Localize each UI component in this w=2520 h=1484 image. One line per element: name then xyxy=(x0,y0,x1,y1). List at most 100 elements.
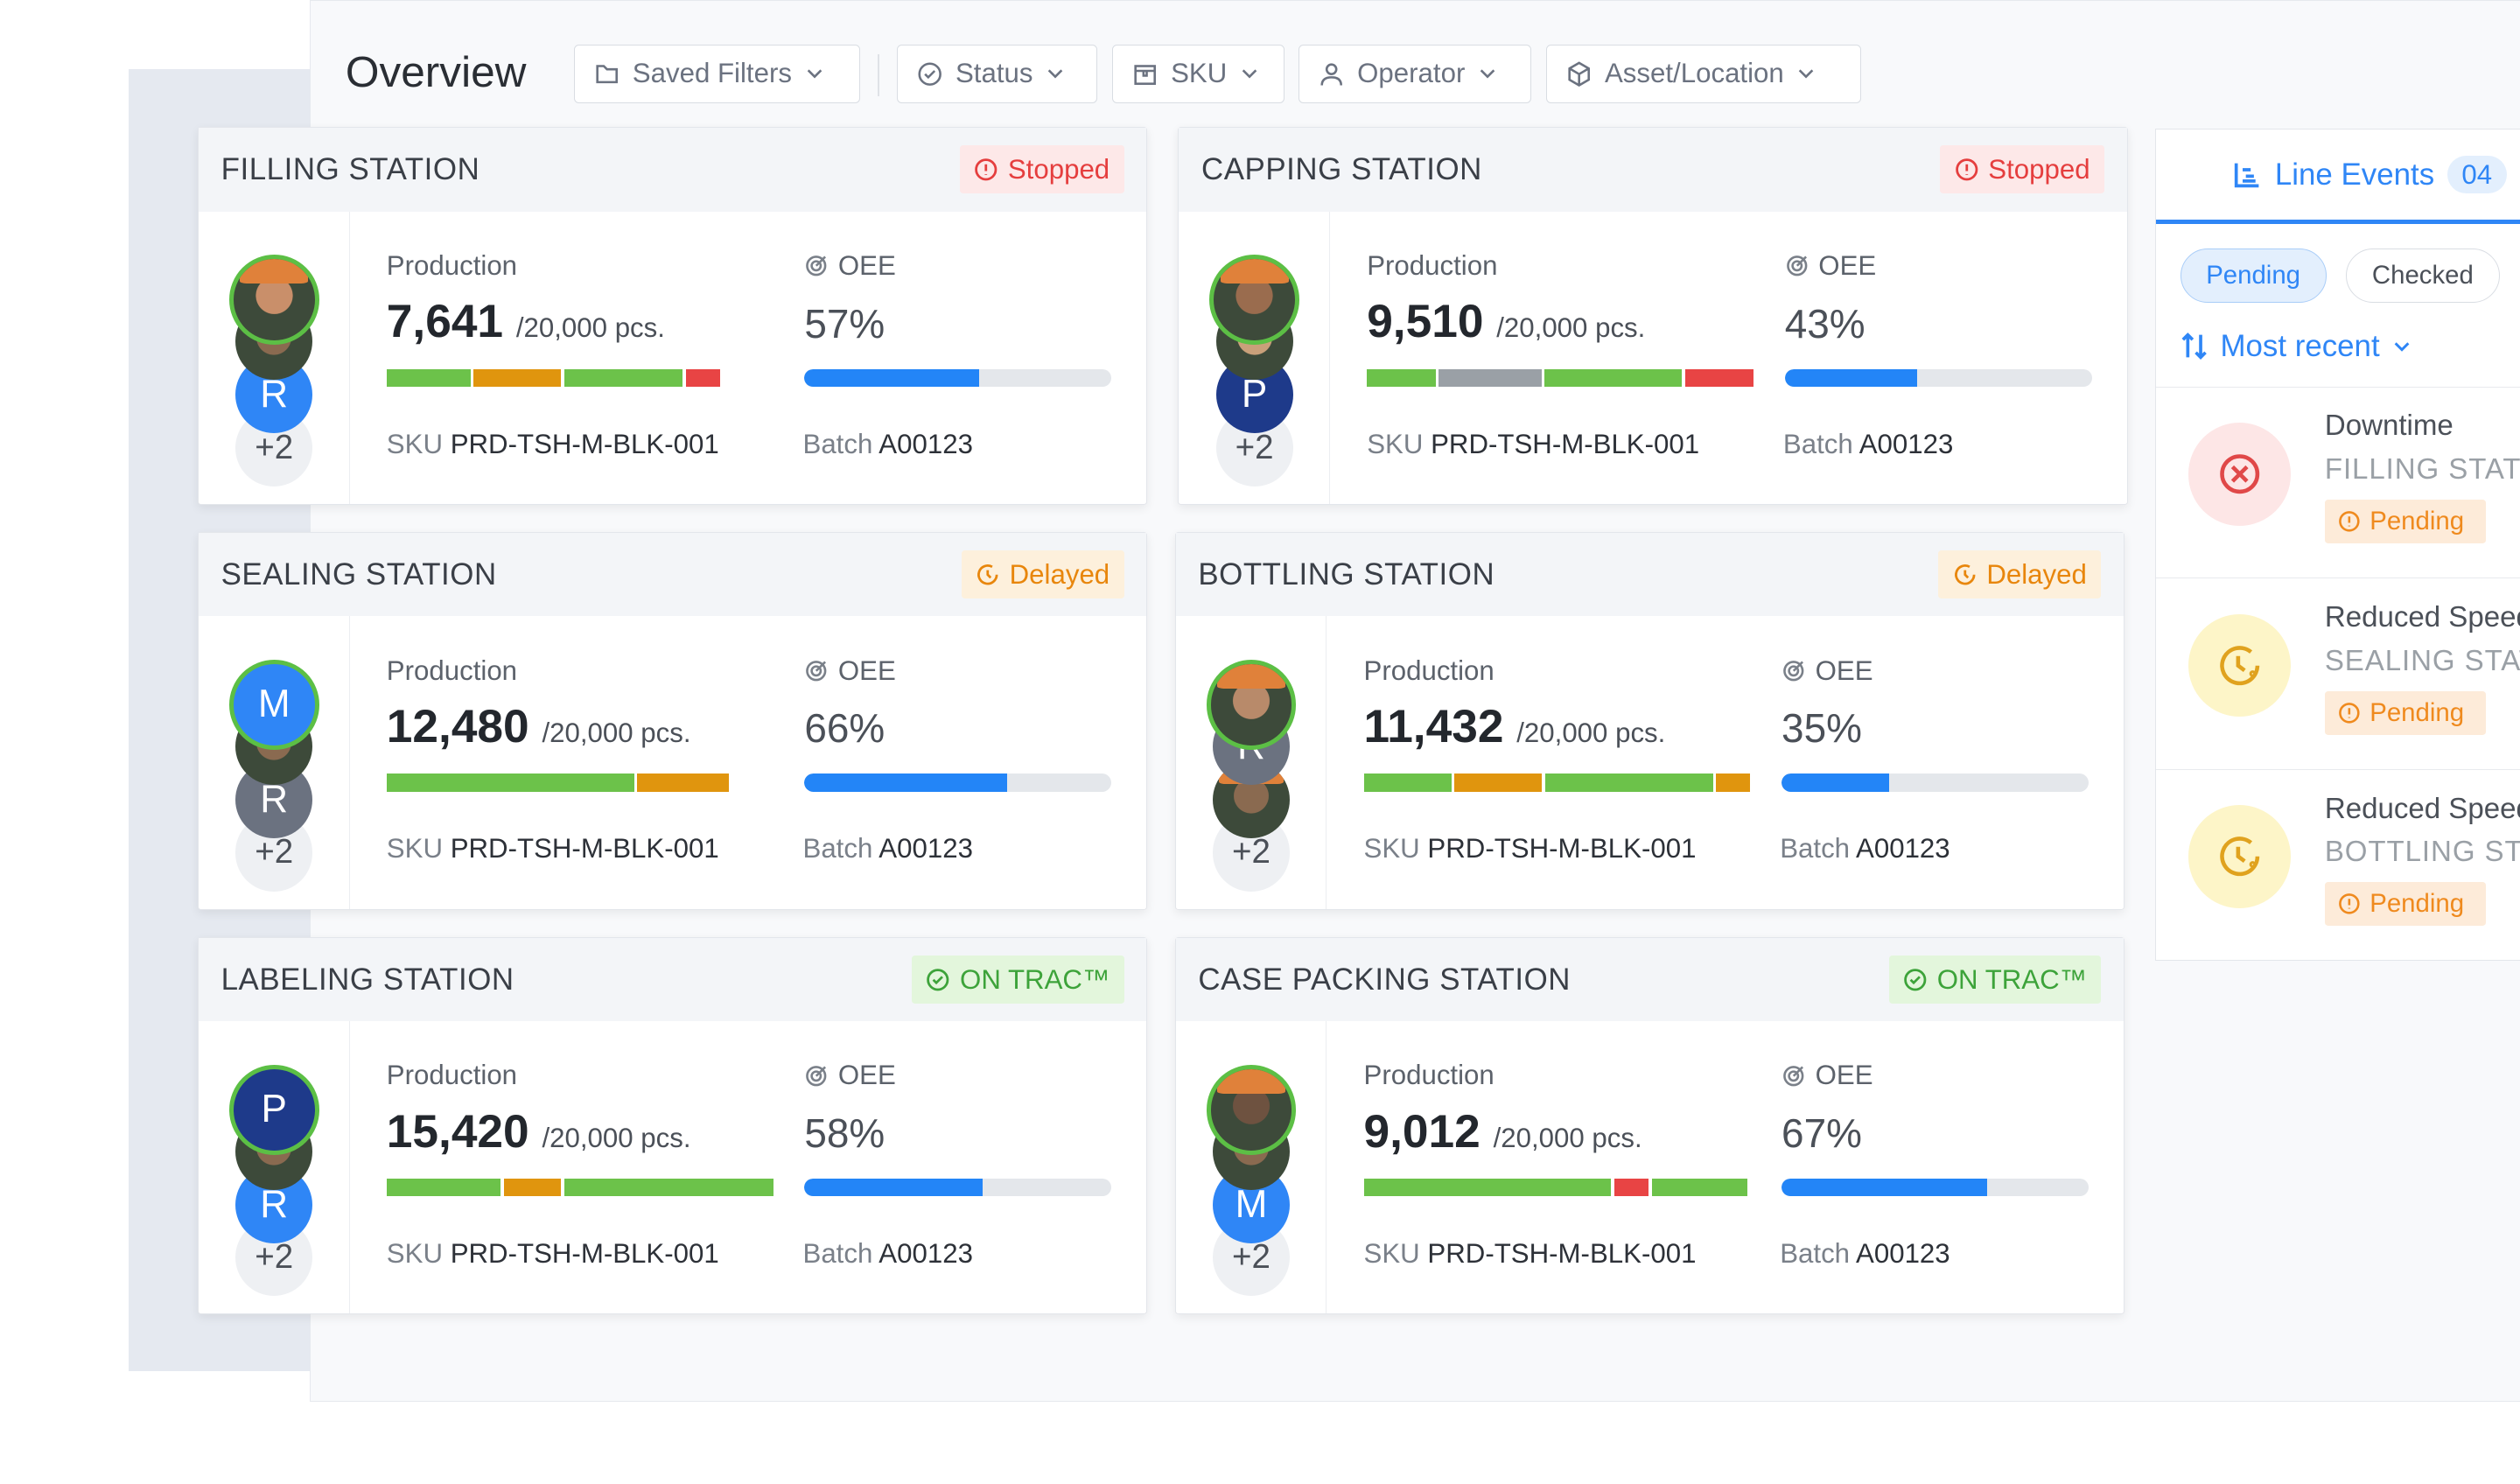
oee-progress-fill xyxy=(1782,774,1889,792)
filter-checked[interactable]: Checked xyxy=(2345,248,2501,304)
filter-label: Asset/Location xyxy=(1604,58,1784,89)
filter-sku[interactable]: SKU xyxy=(1111,45,1284,103)
production-bar xyxy=(386,368,720,387)
production-value: 9,510 /20,000 pcs. xyxy=(1367,296,1646,348)
filter-asset-location[interactable]: Asset/Location xyxy=(1545,45,1861,103)
oee-value: 43% xyxy=(1784,300,1866,346)
tab-line-events[interactable]: Line Events 04 xyxy=(2156,130,2520,225)
production-label: Production xyxy=(386,1060,518,1091)
operator-photo-avatar[interactable] xyxy=(1209,255,1300,346)
sku-value: PRD-TSH-M-BLK-001 xyxy=(450,1238,719,1270)
divider xyxy=(877,54,879,97)
batch-info: Batch A00123 xyxy=(802,833,973,864)
production-segment-green xyxy=(1651,1179,1747,1197)
filter-saved-filters[interactable]: Saved Filters xyxy=(573,45,860,103)
production-segment-green xyxy=(1363,774,1452,792)
batch-value: A00123 xyxy=(878,1238,973,1270)
production-segment-red xyxy=(1614,1179,1649,1197)
production-value: 11,432 /20,000 pcs. xyxy=(1363,700,1666,752)
station-card[interactable]: FILLING STATION Stopped R +2 Production 7… xyxy=(197,127,1148,505)
production-bar xyxy=(386,1179,774,1197)
status-badge: Delayed xyxy=(961,550,1124,599)
production-segment-green xyxy=(386,774,634,792)
chevron-down-icon xyxy=(1242,69,1257,79)
production-segment-orange xyxy=(473,368,562,387)
filter-operator[interactable]: Operator xyxy=(1298,45,1532,103)
card-header: BOTTLING STATION Delayed xyxy=(1175,532,2124,617)
card-header: LABELING STATION ON TRAC™ xyxy=(198,937,1147,1022)
oee-label: OEE xyxy=(804,655,896,687)
oee-progress xyxy=(1782,1179,2089,1197)
event-item[interactable]: Downtime FILLING STATION Pending xyxy=(2156,386,2520,578)
production-segment-red xyxy=(685,368,720,387)
production-value: 9,012 /20,000 pcs. xyxy=(1363,1105,1642,1158)
event-station: FILLING STATION xyxy=(2324,453,2520,486)
oee-value: 66% xyxy=(804,705,886,752)
production-segment-green xyxy=(386,368,471,387)
event-item[interactable]: Reduced Speed BOTTLING STATION Pending xyxy=(2156,768,2520,961)
production-target: /20,000 pcs. xyxy=(542,1122,691,1153)
batch-value: A00123 xyxy=(1856,833,1950,864)
production-label: Production xyxy=(1363,654,1494,686)
operator-photo-avatar[interactable] xyxy=(1206,660,1297,750)
operator-avatar[interactable]: P xyxy=(228,1064,319,1155)
event-item[interactable]: Reduced Speed SEALING STATION Pending xyxy=(2156,578,2520,769)
card-header: SEALING STATION Delayed xyxy=(198,532,1147,617)
event-status-badge: Pending xyxy=(2324,500,2486,543)
event-icon-circle xyxy=(2188,805,2292,908)
operators-column: M +2 xyxy=(1176,1021,1327,1314)
sku-value: PRD-TSH-M-BLK-001 xyxy=(450,833,719,864)
status-badge: Stopped xyxy=(959,145,1124,194)
status-label: ON TRAC™ xyxy=(960,963,1110,995)
oee-value: 67% xyxy=(1782,1110,1862,1157)
cube-icon xyxy=(1566,61,1592,87)
operators-column: R+2 xyxy=(199,211,350,504)
sort-label: Most recent xyxy=(2220,328,2380,363)
station-card[interactable]: CASE PACKING STATION ON TRAC™ M +2 Produc… xyxy=(1174,936,2125,1315)
operator-photo-avatar[interactable] xyxy=(228,255,319,346)
check-circle-icon xyxy=(927,968,949,991)
batch-value: A00123 xyxy=(878,833,973,864)
clock-alert-icon xyxy=(2220,646,2259,685)
production-segment-orange xyxy=(637,774,729,792)
target-icon xyxy=(1783,660,1804,682)
operator-avatar[interactable]: M xyxy=(228,660,319,750)
avatar-initial: P xyxy=(261,1088,287,1131)
sku-info: SKU PRD-TSH-M-BLK-001 xyxy=(386,1238,719,1270)
station-card[interactable]: CAPPING STATION Stopped P +2 Production 9… xyxy=(1178,127,2128,505)
production-segment-green xyxy=(1545,774,1713,792)
production-target: /20,000 pcs. xyxy=(1493,1122,1642,1153)
event-station: BOTTLING STATION xyxy=(2324,836,2520,869)
oee-progress xyxy=(804,774,1112,792)
operator-photo-avatar[interactable] xyxy=(1206,1064,1297,1155)
sort-dropdown[interactable]: Most recent xyxy=(2181,329,2412,364)
operators-column: R+2 xyxy=(1176,616,1327,909)
line-events-title: Line Events xyxy=(2274,157,2435,192)
hardhat xyxy=(1216,1068,1285,1094)
oee-label: OEE xyxy=(1785,250,1876,282)
alert-circle-icon xyxy=(1955,158,1978,181)
chevron-down-icon xyxy=(1799,69,1814,79)
status-badge: Stopped xyxy=(1940,145,2105,194)
oee-progress-fill xyxy=(804,774,1007,792)
status-label: Stopped xyxy=(1007,153,1110,185)
batch-info: Batch A00123 xyxy=(1780,833,1950,864)
oee-progress-fill xyxy=(804,1179,983,1197)
oee-progress-fill xyxy=(804,368,980,387)
filter-status[interactable]: Status xyxy=(896,45,1098,103)
station-card[interactable]: BOTTLING STATION Delayed R+2 Production … xyxy=(1174,531,2125,910)
status-badge: Delayed xyxy=(1938,550,2102,599)
filter-pending[interactable]: Pending xyxy=(2180,248,2327,304)
oee-value: 58% xyxy=(804,1110,886,1157)
status-label: Delayed xyxy=(1986,558,2087,590)
hardhat xyxy=(1220,259,1289,284)
clock-alert-icon xyxy=(2220,836,2259,877)
sku-info: SKU PRD-TSH-M-BLK-001 xyxy=(1367,428,1700,459)
production-segment-green xyxy=(564,368,682,387)
event-title: Reduced Speed xyxy=(2324,601,2520,634)
box-tag-icon xyxy=(1132,61,1158,87)
station-card[interactable]: LABELING STATION ON TRAC™ P R +2 Productio… xyxy=(197,936,1148,1315)
target-icon xyxy=(1783,1065,1804,1086)
station-card[interactable]: SEALING STATION Delayed M R +2 Production … xyxy=(197,531,1148,910)
